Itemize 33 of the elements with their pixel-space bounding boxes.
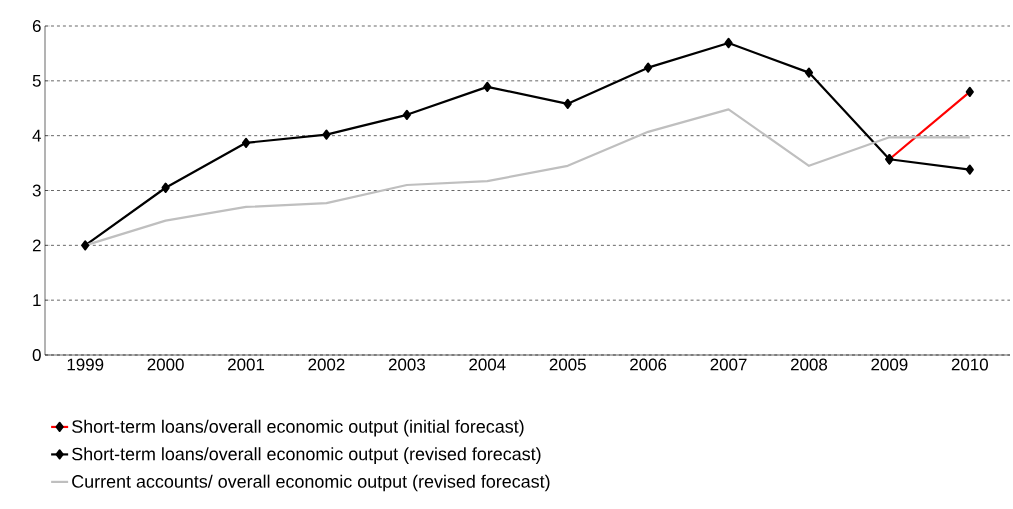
y-tick-label: 0 xyxy=(32,349,41,361)
y-tick-label: 4 xyxy=(32,129,41,142)
y-tick-label: 2 xyxy=(32,239,41,252)
x-tick-label: 2001 xyxy=(228,358,265,371)
point xyxy=(563,98,572,109)
y-tick-label: 5 xyxy=(32,74,41,87)
point xyxy=(483,81,492,92)
x-tick-label: 2010 xyxy=(951,358,988,371)
x-tick-label: 2007 xyxy=(710,358,747,371)
point xyxy=(402,109,411,120)
legend-label: Short-term loans/overall economic output (initial forecast) xyxy=(72,419,524,437)
point xyxy=(965,164,974,175)
x-tick-label: 2008 xyxy=(790,358,828,371)
legend-label: Short-term loans/overall economic output (revised forecast) xyxy=(72,447,541,464)
point xyxy=(81,240,90,251)
y-tick-label: 3 xyxy=(32,184,41,197)
x-tick-label: 2002 xyxy=(308,358,345,371)
y-tick-label: 1 xyxy=(33,294,41,306)
point xyxy=(241,137,251,148)
legend-label: Current accounts/ overall economic output (revised forecast) xyxy=(72,474,550,492)
x-tick-label: 2004 xyxy=(469,358,506,371)
x-tick-label: 2003 xyxy=(388,358,425,371)
point xyxy=(322,129,331,140)
x-tick-label: 1999 xyxy=(67,358,104,371)
point xyxy=(724,37,733,49)
x-tick-label: 2009 xyxy=(871,358,908,371)
point xyxy=(644,62,653,73)
y-tick-label: 6 xyxy=(32,20,41,32)
point xyxy=(804,67,814,78)
x-tick-label: 2000 xyxy=(147,358,184,371)
point xyxy=(161,182,170,193)
x-tick-label: 2006 xyxy=(630,358,667,371)
x-tick-label: 2005 xyxy=(549,358,586,371)
